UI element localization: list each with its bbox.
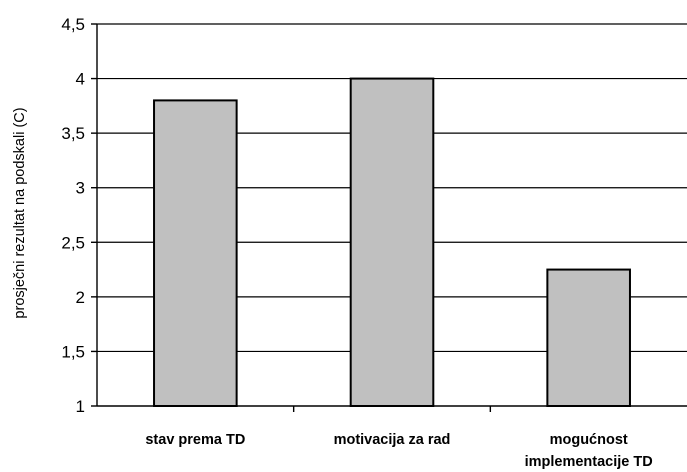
y-tick-label: 1 — [76, 397, 85, 416]
bar — [349, 77, 435, 407]
y-tick-label: 3,5 — [61, 124, 85, 143]
bar — [153, 99, 238, 408]
y-tick-label: 3 — [76, 179, 85, 198]
y-tick-label: 2,5 — [61, 233, 85, 252]
y-tick-labels: 1 1,5 2 2,5 3 3,5 4 4,5 — [61, 15, 85, 416]
x-category-label: mogućnost — [550, 432, 628, 448]
bar — [546, 268, 631, 408]
y-tick-label: 4 — [76, 70, 85, 89]
axes — [91, 23, 687, 412]
x-category-labels: stav prema TD motivacija za rad mogućnost i… — [145, 432, 652, 470]
x-category-label: stav prema TD — [145, 432, 245, 448]
y-tick-label: 4,5 — [61, 15, 85, 34]
y-tick-label: 1,5 — [61, 342, 85, 361]
y-tick-label: 2 — [76, 288, 85, 307]
y-axis-title: prosječni rezultat na podskali (C) — [12, 107, 28, 318]
x-category-label: implementacije TD — [525, 454, 653, 470]
x-category-label: motivacija za rad — [334, 432, 451, 448]
